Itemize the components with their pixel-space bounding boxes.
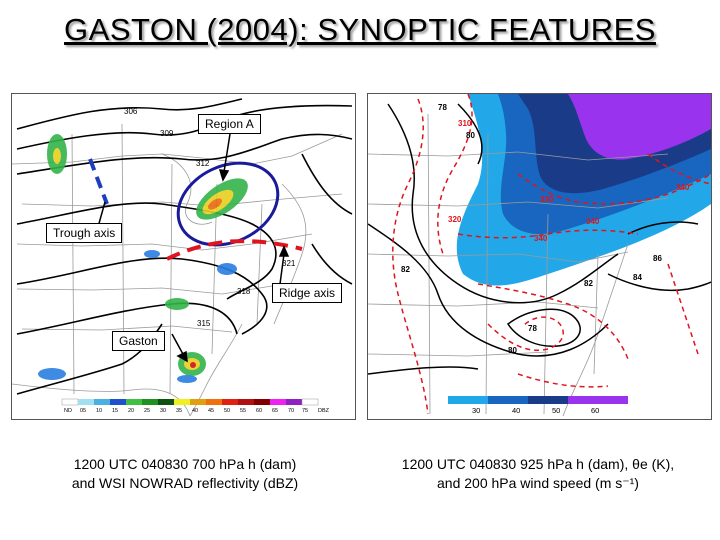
theta-label: 340: [534, 234, 548, 243]
legend-label: 10: [96, 408, 102, 414]
legend-label: 25: [144, 408, 150, 414]
theta-labels: 310 320 330 340 340 340: [448, 119, 690, 243]
radar-echoes: [38, 134, 248, 383]
legend-label: 45: [208, 408, 214, 414]
right-caption-line2: and 200 hPa wind speed (m s⁻¹): [437, 475, 639, 491]
height-label: 78: [528, 324, 537, 333]
left-caption: 1200 UTC 040830 700 hPa h (dam) and WSI …: [40, 455, 330, 493]
legend-label: 50: [224, 408, 230, 414]
height-label: 84: [633, 273, 642, 282]
ridge-axis-line: [166, 239, 303, 261]
wind-colorbar: 30 40 50 60: [448, 396, 628, 415]
ridge-axis-label: Ridge axis: [272, 283, 343, 303]
trough-axis-label: Trough axis: [46, 223, 123, 243]
legend-label: 60: [256, 408, 262, 414]
height-label: 82: [401, 265, 410, 274]
legend-label: 75: [302, 408, 308, 414]
map-boundaries: [12, 123, 343, 417]
legend-label: 65: [272, 408, 278, 414]
height-contours: [16, 98, 353, 395]
contour-label: 306: [124, 107, 138, 116]
legend-label: 05: [80, 408, 86, 414]
left-caption-line2: and WSI NOWRAD reflectivity (dBZ): [71, 475, 299, 491]
legend-label: 30: [160, 408, 166, 414]
height-label: 78: [438, 103, 447, 112]
theta-e-contours: [392, 94, 711, 415]
right-caption: 1200 UTC 040830 925 hPa h (dam), θe (K),…: [378, 455, 698, 493]
legend-label: 35: [176, 408, 182, 414]
right-map-graphics: 78 80 82 82 84 86 78 80 310 320 330 340 …: [368, 94, 711, 417]
region-a-label: Region A: [198, 114, 261, 134]
contour-label: 315: [197, 319, 211, 328]
region-a-circle: [176, 161, 280, 247]
theta-label: 320: [448, 215, 462, 224]
right-caption-line1: 1200 UTC 040830 925 hPa h (dam), θe (K),: [401, 456, 675, 472]
gaston-label: Gaston: [112, 331, 165, 351]
height-label: 80: [466, 131, 475, 140]
colorbar-label: 50: [552, 406, 560, 415]
theta-label: 310: [458, 119, 472, 128]
legend-label: DBZ: [318, 408, 330, 414]
contour-label: 321: [282, 259, 296, 268]
contour-label: 309: [160, 129, 174, 138]
map-boundaries: [368, 113, 669, 417]
height-contours: [368, 103, 711, 375]
reflectivity-legend: ND 05 10 15 20 25 30 35 40 45 50 55 60 6…: [61, 398, 330, 414]
contour-label: 318: [237, 287, 251, 296]
trough-axis-line: [88, 158, 109, 205]
colorbar-label: 30: [472, 406, 480, 415]
jet-shading: [456, 94, 711, 286]
colorbar-label: 60: [591, 406, 599, 415]
contour-label: 312: [196, 159, 210, 168]
legend-label: 70: [288, 408, 294, 414]
height-label: 80: [508, 346, 517, 355]
right-map-925hpa: 78 80 82 82 84 86 78 80 310 320 330 340 …: [367, 93, 712, 420]
legend-label: 55: [240, 408, 246, 414]
slide-title: GASTON (2004): SYNOPTIC FEATURES: [64, 12, 656, 47]
height-label: 86: [653, 254, 662, 263]
height-label: 82: [584, 279, 593, 288]
legend-label: 40: [192, 408, 198, 414]
height-labels: 78 80 82 82 84 86 78 80: [401, 103, 662, 355]
left-map-700hpa: 306 309 312 321 318 315: [11, 93, 356, 420]
legend-label: ND: [64, 408, 72, 414]
theta-label: 340: [676, 183, 690, 192]
callout-arrows: [97, 133, 290, 363]
legend-label: 20: [128, 408, 134, 414]
left-map-graphics: 306 309 312 321 318 315: [12, 98, 353, 417]
theta-label: 330: [540, 195, 554, 204]
theta-label: 340: [586, 217, 600, 226]
legend-label: 15: [112, 408, 118, 414]
left-caption-line1: 1200 UTC 040830 700 hPa h (dam): [73, 456, 297, 472]
colorbar-label: 40: [512, 406, 520, 415]
height-labels: 306 309 312 321 318 315: [124, 107, 296, 328]
